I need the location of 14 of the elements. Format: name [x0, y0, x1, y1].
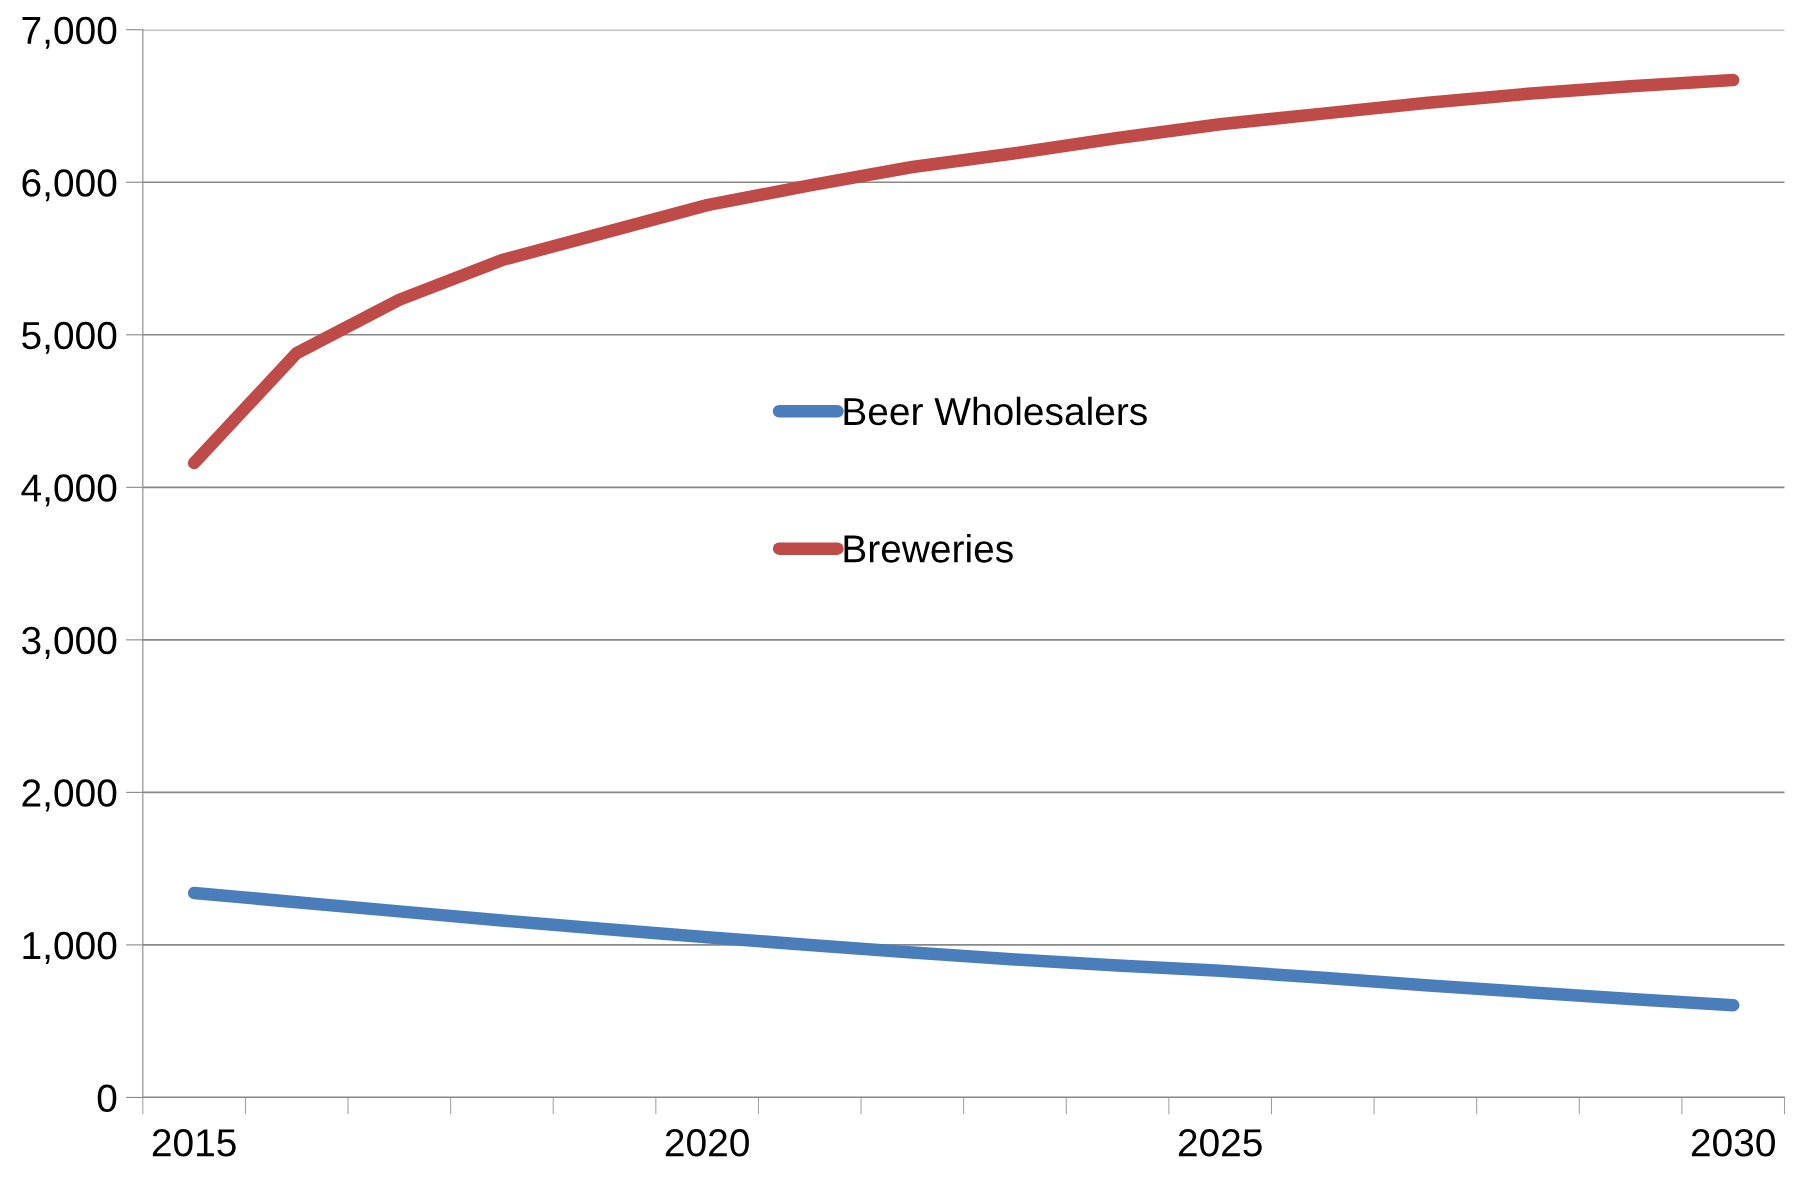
x-tick-label: 2020 [665, 1129, 749, 1157]
legend-label: Breweries [844, 534, 1013, 563]
y-tick-label: 1,000 [23, 931, 117, 964]
y-tick-label: 3,000 [22, 626, 117, 659]
x-tick-label: 2030 [1691, 1129, 1775, 1157]
y-tick-label: 2,000 [22, 779, 117, 812]
y-tick-label: 6,000 [22, 169, 117, 202]
y-tick-label: 7,000 [22, 16, 117, 49]
x-tick-label: 2015 [152, 1129, 236, 1157]
x-tick-label: 2025 [1178, 1129, 1262, 1157]
y-tick-label: 4,000 [21, 474, 117, 507]
y-tick-label: 5,000 [22, 321, 117, 354]
y-tick-label: 0 [97, 1084, 117, 1112]
legend-label: Beer Wholesalers [844, 396, 1147, 426]
